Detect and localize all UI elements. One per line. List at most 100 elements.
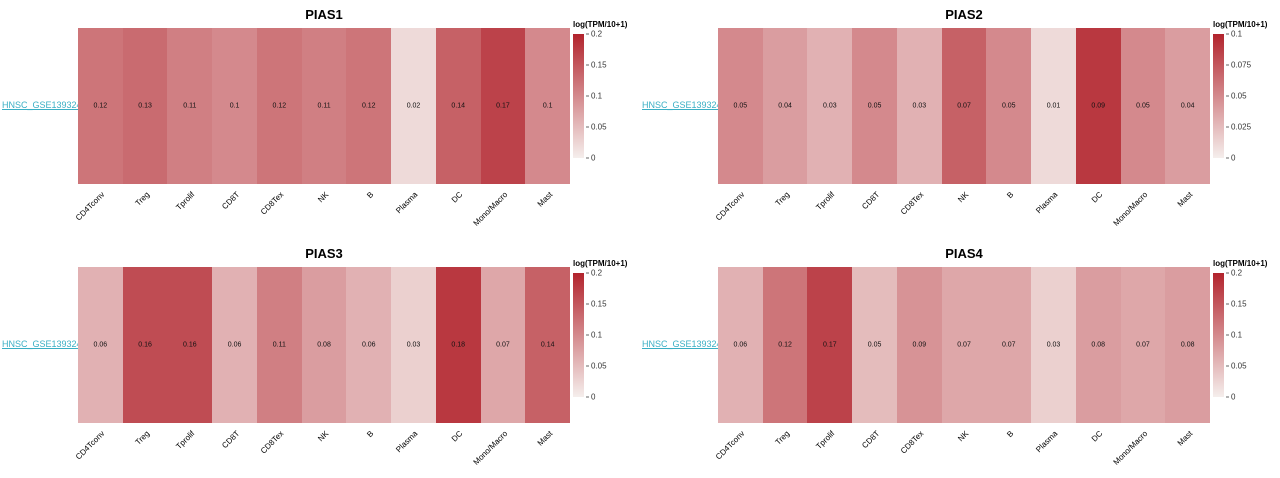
cell-value: 0.12 — [778, 341, 792, 349]
heatmap-cell: 0.04 — [762, 28, 808, 184]
cell-value: 0.09 — [912, 341, 927, 349]
panel-pias3: PIAS3 HNSC_GSE139324 0.06 0.16 0.16 0.06 0.1… — [0, 239, 640, 478]
legend-tick-label: 0.1 — [586, 92, 602, 101]
legend-gradient — [573, 34, 584, 158]
x-axis-label: CD4Tconv — [714, 190, 747, 223]
legend-gradient — [1213, 34, 1224, 158]
legend-tick-label: 0.15 — [1226, 300, 1247, 309]
legend-tick-mark — [586, 95, 589, 97]
cell-value: 0.12 — [93, 102, 108, 110]
heatmap-cell: 0.03 — [896, 28, 942, 184]
cell-value: 0.04 — [778, 102, 792, 110]
heatmap-cell: 0.07 — [480, 267, 526, 423]
legend-tick-mark — [1226, 365, 1229, 367]
cell-value: 0.05 — [733, 102, 748, 110]
cell-value: 0.02 — [406, 102, 421, 110]
cell-value: 0.1 — [542, 102, 553, 110]
heatmap-cell: 0.16 — [122, 267, 168, 423]
cell-value: 0.16 — [183, 341, 197, 349]
cell-value: 0.11 — [317, 102, 331, 110]
legend-tick-mark — [1226, 126, 1229, 128]
legend-tick-mark — [586, 396, 589, 398]
heatmap-cell: 0.04 — [1165, 28, 1211, 184]
legend-tick-mark — [586, 334, 589, 336]
legend-tick-label: 0.1 — [586, 331, 602, 340]
cell-value: 0.08 — [1091, 341, 1106, 349]
cell-value: 0.08 — [317, 341, 331, 349]
heatmap-cell: 0.16 — [167, 267, 213, 423]
legend-tick-mark — [586, 272, 589, 274]
cell-value: 0.11 — [183, 102, 197, 110]
legend-tick-mark — [1226, 157, 1229, 159]
heatmap-cell: 0.11 — [301, 28, 347, 184]
legend-tick-mark — [1226, 334, 1229, 336]
dataset-link[interactable]: HNSC_GSE139324 — [642, 339, 722, 349]
legend-tick-label: 0.075 — [1226, 61, 1251, 70]
cell-value: 0.14 — [451, 102, 466, 110]
heatmap-cell: 0.08 — [1075, 267, 1121, 423]
legend-tick-mark — [1226, 396, 1229, 398]
legend-gradient — [1213, 273, 1224, 397]
cell-value: 0.03 — [823, 102, 837, 110]
legend-tick-mark — [586, 303, 589, 305]
legend-tick-label: 0.15 — [586, 300, 607, 309]
cell-value: 0.11 — [272, 341, 286, 349]
heatmap-row: 0.12 0.13 0.11 0.1 0.12 0.11 0.12 0.02 0.14 0.17 0… — [78, 28, 571, 184]
heatmap-cell: 0.05 — [1120, 28, 1166, 184]
cell-value: 0.07 — [957, 341, 971, 349]
heatmap-cell: 0.18 — [435, 267, 481, 423]
heatmap-cell: 0.06 — [346, 267, 392, 423]
legend-tick-label: 0.025 — [1226, 123, 1251, 132]
cell-value: 0.14 — [540, 341, 555, 349]
heatmap-cell: 0.07 — [941, 267, 987, 423]
legend-tick-mark — [1226, 33, 1229, 35]
cell-value: 0.05 — [1136, 102, 1150, 110]
legend-tick-label: 0 — [1226, 154, 1235, 163]
panel-pias1: PIAS1 HNSC_GSE139324 0.12 0.13 0.11 0.1 0.12… — [0, 0, 640, 239]
heatmap-cell: 0.05 — [718, 28, 763, 184]
heatmap-cell: 0.03 — [1031, 267, 1076, 423]
legend-gradient — [573, 273, 584, 397]
cell-value: 0.16 — [138, 341, 152, 349]
heatmap-cell: 0.12 — [762, 267, 808, 423]
legend-ticks: 0.2 0.15 0.1 0.05 0 — [573, 30, 639, 168]
legend-tick-mark — [1226, 95, 1229, 97]
dataset-link[interactable]: HNSC_GSE139324 — [642, 100, 722, 110]
cell-value: 0.05 — [867, 102, 882, 110]
legend-tick-mark — [1226, 64, 1229, 66]
dataset-link[interactable]: HNSC_GSE139324 — [2, 100, 82, 110]
heatmap-cell: 0.07 — [986, 267, 1032, 423]
cell-value: 0.12 — [361, 102, 376, 110]
legend-tick-mark — [586, 157, 589, 159]
legend-title: log(TPM/10+1) — [573, 20, 628, 29]
heatmap-cell: 0.03 — [391, 267, 436, 423]
heatmap-cell: 0.14 — [435, 28, 481, 184]
legend-tick-mark — [1226, 303, 1229, 305]
heatmap-cell: 0.05 — [986, 28, 1032, 184]
legend-title: log(TPM/10+1) — [1213, 259, 1268, 268]
heatmap-cell: 0.01 — [1031, 28, 1076, 184]
cell-value: 0.03 — [406, 341, 421, 349]
panel-title: PIAS4 — [945, 246, 983, 261]
heatmap-cell: 0.05 — [852, 28, 897, 184]
heatmap-cell: 0.12 — [78, 28, 123, 184]
cell-value: 0.08 — [1180, 341, 1195, 349]
heatmap-row: 0.05 0.04 0.03 0.05 0.03 0.07 0.05 0.01 0.09 0.05… — [718, 28, 1211, 184]
cell-value: 0.03 — [1046, 341, 1061, 349]
heatmap-cell: 0.12 — [256, 28, 302, 184]
legend-tick-mark — [1226, 272, 1229, 274]
heatmap-cell: 0.07 — [1120, 267, 1166, 423]
cell-value: 0.04 — [1180, 102, 1195, 110]
x-axis-labels: CD4Tconv Treg Tprolif CD8T CD8Tex NK B Plasma DC… — [714, 188, 1210, 238]
panel-pias4: PIAS4 HNSC_GSE139324 0.06 0.12 0.17 0.05 0.0… — [640, 239, 1280, 478]
cell-value: 0.07 — [957, 102, 971, 110]
cell-value: 0.17 — [823, 341, 837, 349]
cell-value: 0.07 — [1001, 341, 1016, 349]
dataset-link[interactable]: HNSC_GSE139324 — [2, 339, 82, 349]
cell-value: 0.07 — [1136, 341, 1150, 349]
x-axis-labels: CD4Tconv Treg Tprolif CD8T CD8Tex NK B Plasma DC… — [74, 427, 570, 477]
x-axis-labels: CD4Tconv Treg Tprolif CD8T CD8Tex NK B Plasma DC… — [74, 188, 570, 238]
heatmap-cell: 0.11 — [256, 267, 302, 423]
heatmap-cell: 0.06 — [212, 267, 257, 423]
legend-tick-mark — [586, 126, 589, 128]
